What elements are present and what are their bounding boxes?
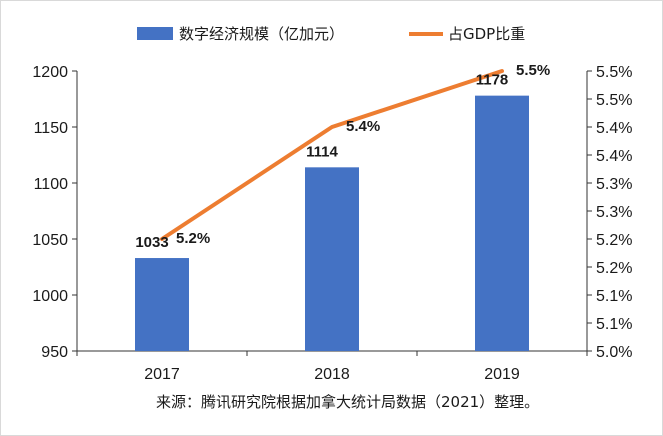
right-tick-label: 5.1%	[596, 288, 632, 305]
left-tick-label: 1200	[32, 64, 68, 81]
right-tick-label: 5.4%	[596, 120, 632, 137]
line-data-label: 5.5%	[516, 62, 550, 79]
right-tick-label: 5.2%	[596, 232, 632, 249]
x-tick-label: 2019	[484, 366, 520, 383]
line-data-label: 5.4%	[346, 118, 380, 135]
left-tick-label: 950	[41, 344, 68, 361]
right-tick-label: 5.0%	[596, 344, 632, 361]
x-tick-label: 2017	[144, 366, 180, 383]
right-tick-label: 5.4%	[596, 148, 632, 165]
legend-swatch-bar	[137, 27, 173, 40]
source-note: 来源：腾讯研究院根据加拿大统计局数据（2021）整理。	[156, 393, 540, 411]
left-tick-label: 1100	[34, 176, 69, 193]
bar-data-label: 1178	[476, 72, 509, 89]
bar-2017	[135, 258, 189, 351]
right-tick-label: 5.5%	[596, 64, 632, 81]
left-tick-label: 1000	[32, 288, 68, 305]
right-tick-label: 5.1%	[596, 316, 632, 333]
left-tick-label: 1150	[34, 120, 69, 137]
legend-label-bar: 数字经济规模（亿加元）	[179, 25, 344, 43]
bar-2018	[305, 167, 359, 351]
right-tick-label: 5.3%	[596, 204, 632, 221]
left-tick-label: 1050	[32, 232, 68, 249]
right-tick-label: 5.2%	[596, 260, 632, 277]
right-tick-label: 5.3%	[596, 176, 632, 193]
line-series-gdp-share	[160, 69, 504, 241]
bar-2019	[475, 95, 529, 351]
line-data-label: 5.2%	[176, 230, 210, 247]
x-tick-label: 2018	[314, 366, 350, 383]
legend-label-line: 占GDP比重	[448, 25, 525, 43]
bar-data-label: 1114	[306, 143, 338, 160]
right-tick-label: 5.5%	[596, 92, 632, 109]
bar-data-label: 1033	[135, 234, 168, 251]
